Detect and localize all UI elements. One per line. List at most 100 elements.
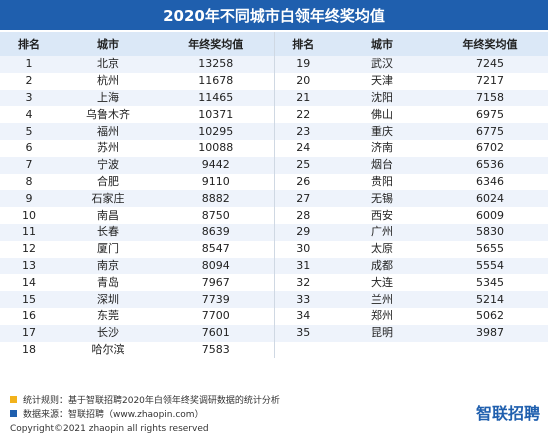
rank-cell: 31 <box>273 257 332 275</box>
header-rank: 排名 <box>0 32 58 56</box>
rank-cell: 17 <box>0 324 58 342</box>
value-cell: 10371 <box>158 106 274 124</box>
city-cell: 上海 <box>58 89 158 107</box>
table-row: 1 北京 13258 19 武汉 7245 <box>0 56 548 73</box>
rank-cell: 16 <box>0 307 58 325</box>
value-cell: 9442 <box>158 156 274 174</box>
rank-cell: 18 <box>0 341 58 359</box>
value-cell: 7967 <box>158 274 274 292</box>
table-row: 3 上海 11465 21 沈阳 7158 <box>0 89 548 107</box>
city-cell: 沈阳 <box>332 89 432 107</box>
value-cell: 10088 <box>158 139 274 157</box>
value-cell: 5345 <box>432 274 548 292</box>
value-cell: 13258 <box>158 56 274 73</box>
rank-cell: 12 <box>0 240 58 258</box>
value-cell: 7700 <box>158 307 274 325</box>
value-cell: 6775 <box>432 123 548 140</box>
city-cell: 合肥 <box>58 173 158 191</box>
rank-cell: 7 <box>0 156 58 174</box>
note-stat-rule: 统计规则：基于智联招聘2020年白领年终奖调研数据的统计分析 <box>10 392 280 406</box>
value-cell: 9110 <box>158 173 274 191</box>
city-cell: 重庆 <box>332 123 432 140</box>
rank-cell: 19 <box>273 56 332 73</box>
rank-cell: 22 <box>273 106 332 124</box>
table-row: 4 乌鲁木齐 10371 22 佛山 6975 <box>0 106 548 124</box>
note-stat-rule-text: 统计规则：基于智联招聘2020年白领年终奖调研数据的统计分析 <box>23 395 280 406</box>
rank-cell: 27 <box>273 190 332 208</box>
rank-cell <box>273 341 332 359</box>
city-cell: 青岛 <box>58 274 158 292</box>
value-cell: 8750 <box>158 207 274 224</box>
value-cell: 10295 <box>158 123 274 140</box>
value-cell: 8094 <box>158 257 274 275</box>
rank-cell: 4 <box>0 106 58 124</box>
city-cell: 哈尔滨 <box>58 341 158 359</box>
table-row: 11 长春 8639 29 广州 5830 <box>0 223 548 241</box>
table-row: 17 长沙 7601 35 昆明 3987 <box>0 324 548 342</box>
value-cell: 6975 <box>432 106 548 124</box>
city-cell: 西安 <box>332 207 432 224</box>
city-cell: 乌鲁木齐 <box>58 106 158 124</box>
city-cell: 深圳 <box>58 291 158 308</box>
table-row: 10 南昌 8750 28 西安 6009 <box>0 207 548 224</box>
zhaopin-logo: 智联招聘 <box>476 400 540 424</box>
blue-square-icon <box>10 409 17 417</box>
value-cell: 11678 <box>158 72 274 90</box>
table-row: 15 深圳 7739 33 兰州 5214 <box>0 291 548 308</box>
rank-cell: 21 <box>273 89 332 107</box>
notes: 统计规则：基于智联招聘2020年白领年终奖调研数据的统计分析 数据来源：智联招聘… <box>10 392 280 420</box>
value-cell: 8547 <box>158 240 274 258</box>
city-cell <box>332 341 432 359</box>
city-cell: 宁波 <box>58 156 158 174</box>
value-cell: 6702 <box>432 139 548 157</box>
city-cell: 福州 <box>58 123 158 140</box>
note-source-text: 数据来源：智联招聘（www.zhaopin.com） <box>23 409 204 420</box>
rank-cell: 33 <box>273 291 332 308</box>
city-cell: 大连 <box>332 274 432 292</box>
rank-cell: 34 <box>273 307 332 325</box>
city-cell: 贵阳 <box>332 173 432 191</box>
table-row: 9 石家庄 8882 27 无锡 6024 <box>0 190 548 208</box>
value-cell: 5062 <box>432 307 548 325</box>
value-cell: 5655 <box>432 240 548 258</box>
rank-cell: 35 <box>273 324 332 342</box>
value-cell: 7583 <box>158 341 274 359</box>
rank-cell: 25 <box>273 156 332 174</box>
rank-cell: 15 <box>0 291 58 308</box>
table-row: 2 杭州 11678 20 天津 7217 <box>0 72 548 90</box>
rank-cell: 6 <box>0 139 58 157</box>
city-cell: 长沙 <box>58 324 158 342</box>
value-cell: 7601 <box>158 324 274 342</box>
header-city: 城市 <box>332 32 432 56</box>
logo-text: 智联招聘 <box>475 404 540 423</box>
value-cell <box>432 341 548 359</box>
rank-cell: 30 <box>273 240 332 258</box>
rank-cell: 13 <box>0 257 58 275</box>
table-row: 7 宁波 9442 25 烟台 6536 <box>0 156 548 174</box>
city-cell: 昆明 <box>332 324 432 342</box>
rank-cell: 8 <box>0 173 58 191</box>
city-cell: 天津 <box>332 72 432 90</box>
city-cell: 郑州 <box>332 307 432 325</box>
city-cell: 太原 <box>332 240 432 258</box>
rank-cell: 9 <box>0 190 58 208</box>
city-cell: 无锡 <box>332 190 432 208</box>
value-cell: 5830 <box>432 223 548 241</box>
value-cell: 3987 <box>432 324 548 342</box>
city-cell: 南昌 <box>58 207 158 224</box>
city-cell: 济南 <box>332 139 432 157</box>
table-row: 13 南京 8094 31 成都 5554 <box>0 257 548 275</box>
value-cell: 8882 <box>158 190 274 208</box>
table-row: 16 东莞 7700 34 郑州 5062 <box>0 307 548 325</box>
rank-cell: 14 <box>0 274 58 292</box>
value-cell: 6346 <box>432 173 548 191</box>
rank-cell: 26 <box>273 173 332 191</box>
header-rank: 排名 <box>273 32 332 56</box>
value-cell: 6536 <box>432 156 548 174</box>
rank-cell: 5 <box>0 123 58 140</box>
city-cell: 武汉 <box>332 56 432 73</box>
header-value: 年终奖均值 <box>158 32 274 56</box>
value-cell: 11465 <box>158 89 274 107</box>
ranking-table: 排名 城市 年终奖均值 排名 城市 年终奖均值 1 北京 13258 19 武汉 7245… <box>0 32 548 359</box>
city-cell: 石家庄 <box>58 190 158 208</box>
